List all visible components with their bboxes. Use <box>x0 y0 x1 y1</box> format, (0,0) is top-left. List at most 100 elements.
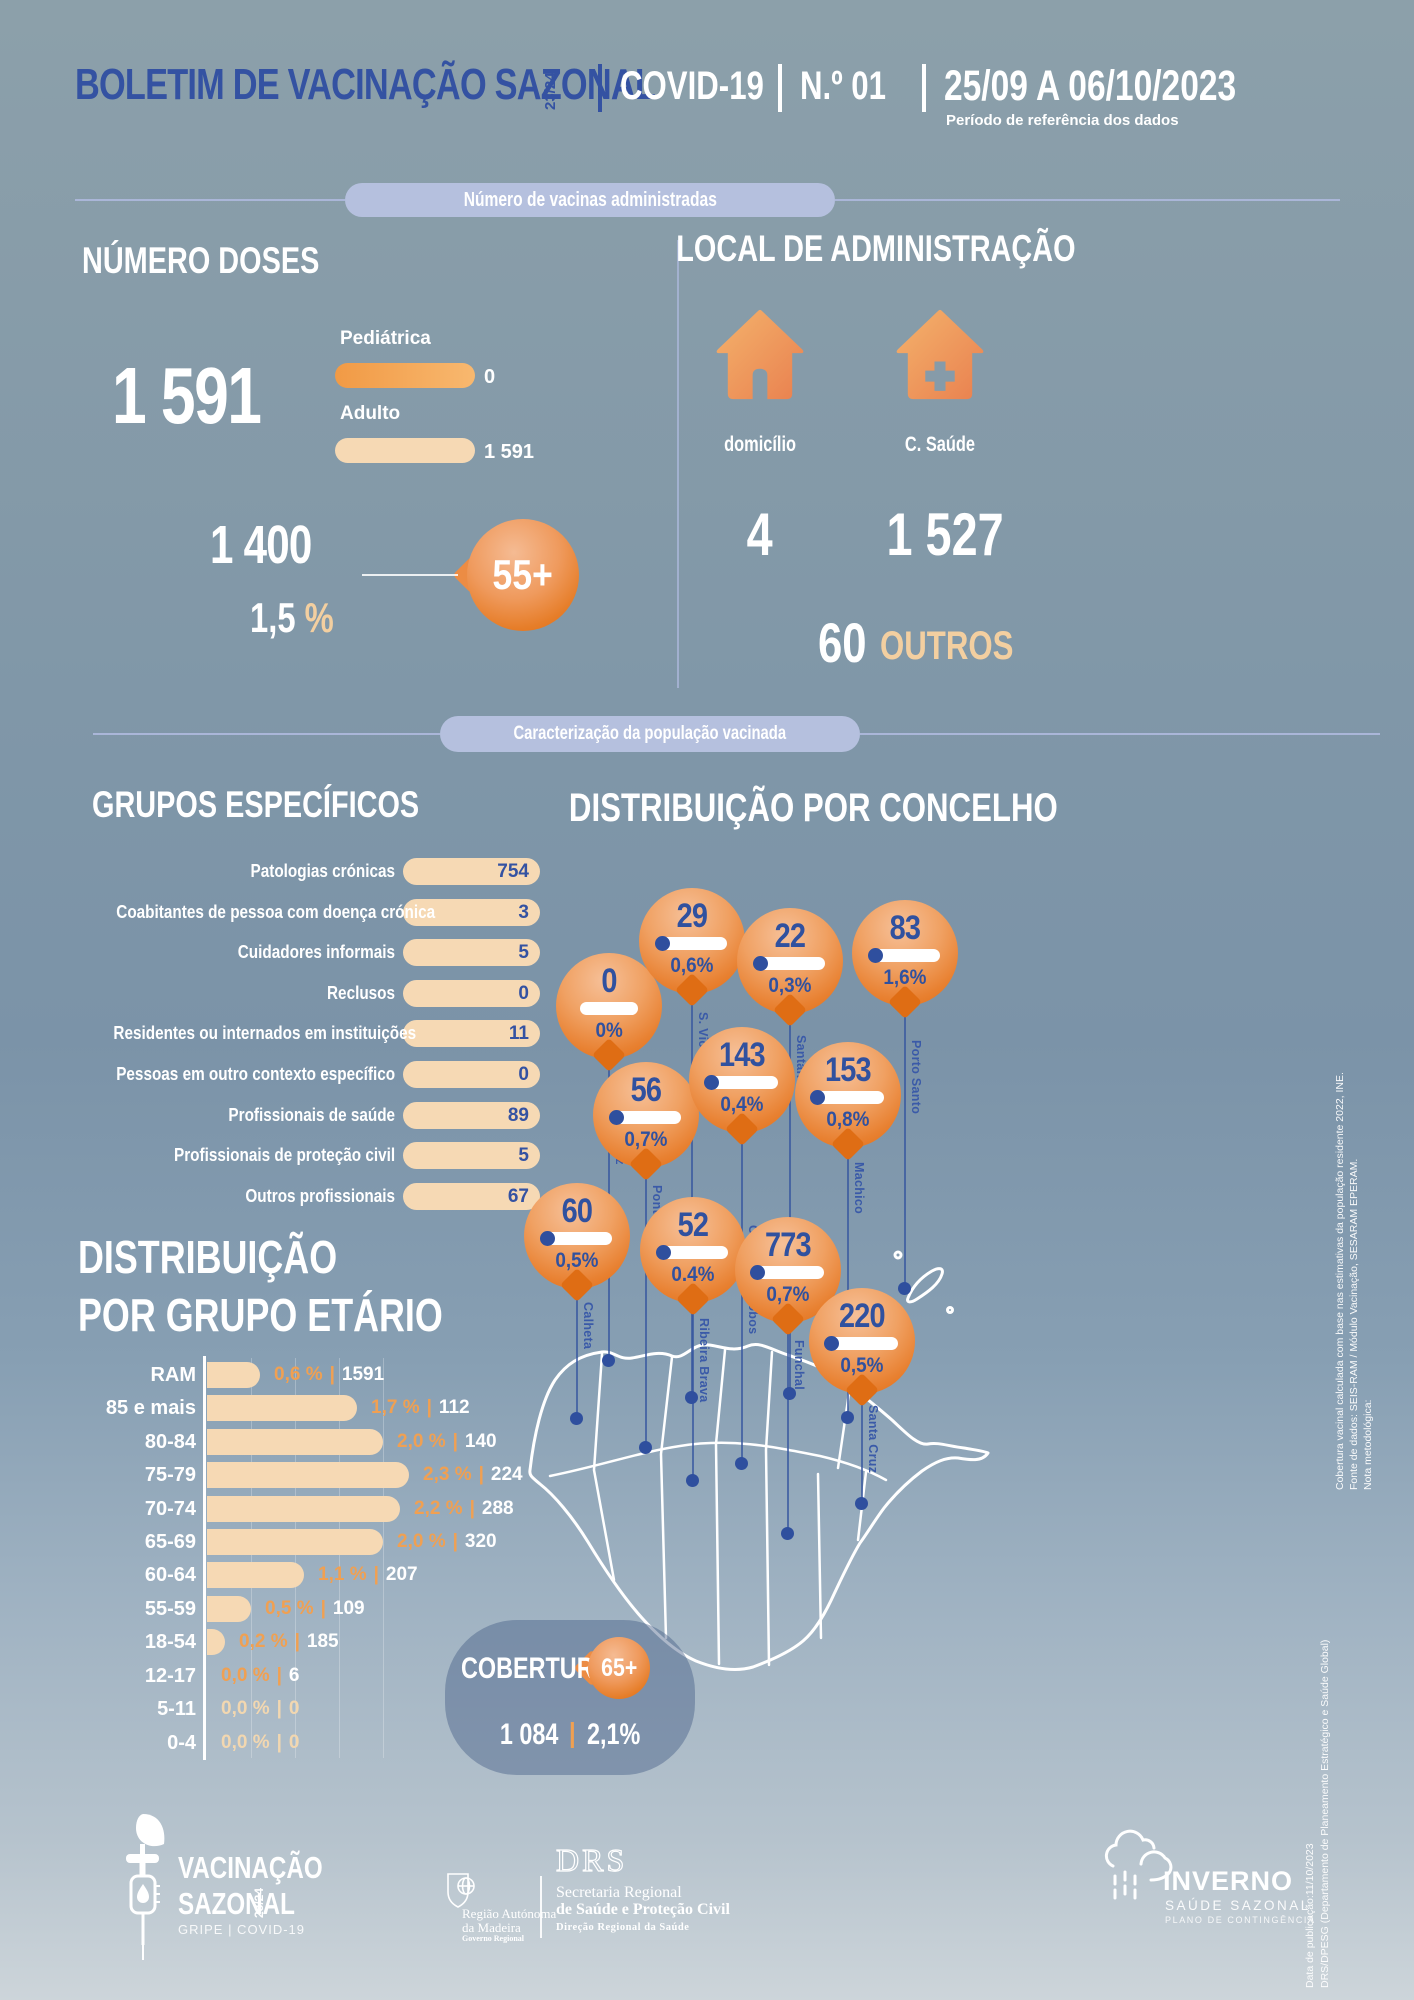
drop-line <box>787 1329 789 1533</box>
concelho-pct: 0,4% <box>720 1093 764 1116</box>
age-bar <box>207 1496 400 1522</box>
campaign-title-line1: VACINAÇÃO <box>178 1850 323 1885</box>
age55-badge: 55+ <box>467 519 579 631</box>
age-row: 70-74 2,2 % | 288 <box>60 1496 514 1522</box>
grupo-row: Pessoas em outro contexto específico 0 <box>60 1061 540 1088</box>
concelho-pct: 0% <box>595 1019 623 1042</box>
grupo-value: 754 <box>403 858 540 885</box>
age-row: 85 e mais 1,7 % | 112 <box>60 1395 470 1421</box>
age-label: 60-64 <box>144 1563 196 1586</box>
drs-line1: Secretaria Regional <box>556 1884 682 1901</box>
municipality-label: Ribeira Brava <box>697 1318 711 1403</box>
drop-line <box>861 1400 863 1503</box>
pill1-line-right <box>835 199 1340 201</box>
pediatric-label: Pediátrica <box>340 328 431 349</box>
local-title: LOCAL DE ADMINISTRAÇÃO <box>676 228 1076 269</box>
adult-value: 1 591 <box>484 441 535 463</box>
municipality-label: Santa Cruz <box>866 1405 880 1474</box>
cobertura-pct: 2,1% <box>586 1718 641 1751</box>
concelho-pct: 0,3% <box>768 974 812 997</box>
grupo-label: Coabitantes de pessoa com doença crónica <box>116 902 436 922</box>
age-bar <box>207 1462 409 1488</box>
grupos-title: GRUPOS ESPECÍFICOS <box>92 784 420 825</box>
column-divider <box>677 240 679 688</box>
pill2-line-right <box>860 733 1380 735</box>
grupo-value: 11 <box>403 1020 540 1047</box>
chart-gridline <box>339 1358 340 1758</box>
age-values: 0,0 % | 0 <box>221 1732 300 1753</box>
concelho-pct: 0,8% <box>826 1108 870 1131</box>
drs-line2: de Saúde e Proteção Civil <box>556 1901 730 1918</box>
map-dot <box>686 1474 699 1487</box>
concelho-value: 83 <box>889 909 921 947</box>
grupo-value: 5 <box>403 1142 540 1169</box>
age-values: 2,3 % | 224 <box>423 1464 523 1485</box>
age-values: 1,7 % | 112 <box>371 1397 470 1418</box>
map-dot <box>898 1282 911 1295</box>
concelho-balloon: 773 0,7% <box>735 1217 841 1323</box>
gauge-dot <box>868 948 883 963</box>
concelho-pct: 0,7% <box>624 1128 668 1151</box>
center-value: 1 527 <box>886 501 1004 568</box>
age-label: 85 e mais <box>105 1396 196 1419</box>
concelho-balloon: 143 0,4% <box>689 1027 795 1133</box>
drop-line <box>847 1154 849 1417</box>
ram-name-line1: Região Autónoma <box>462 1906 557 1921</box>
grupo-row: Reclusos 0 <box>60 980 540 1007</box>
drop-line <box>904 1012 906 1288</box>
grupo-row: Patologias crónicas 754 <box>60 858 540 885</box>
header-separator-blue <box>598 64 602 112</box>
grupo-label: Pessoas em outro contexto específico <box>116 1064 395 1084</box>
age-row: 75-79 2,3 % | 224 <box>60 1462 523 1488</box>
reference-period: 25/09 A 06/10/2023 <box>944 62 1237 110</box>
vaccine-syringe-icon <box>126 1814 165 1960</box>
header-separator-white <box>778 64 782 112</box>
section-pill-administered: Número de vacinas administradas <box>345 183 835 217</box>
grupo-row: Residentes ou internados em instituições… <box>60 1020 540 1047</box>
age-row: 5-11 0,0 % | 0 <box>60 1696 299 1722</box>
drop-line <box>789 1020 791 1393</box>
pediatric-bar <box>335 363 475 388</box>
home-icon <box>716 309 804 400</box>
age-label: 75-79 <box>144 1463 196 1486</box>
outros-label: OUTROS <box>880 624 1014 668</box>
grupo-label: Outros profissionais <box>245 1186 395 1206</box>
age-row: 80-84 2,0 % | 140 <box>60 1429 497 1455</box>
age-label: 65-69 <box>144 1530 196 1553</box>
publication-date-note: Data de publicação:11/10/2023 <box>1304 1843 1316 1988</box>
concelho-value: 29 <box>676 897 708 935</box>
concelho-value: 60 <box>561 1192 593 1230</box>
center-label: C. Saúde <box>904 433 976 456</box>
home-label: domicílio <box>724 433 796 456</box>
gauge-dot <box>824 1336 839 1351</box>
grupo-row: Profissionais de saúde 89 <box>60 1102 540 1129</box>
ram-name-line2: da Madeira <box>462 1920 521 1935</box>
concelho-pct: 0,5% <box>840 1354 884 1377</box>
concelho-value: 22 <box>774 917 806 955</box>
age-values: 0,0 % | 6 <box>221 1665 300 1686</box>
grupo-label: Reclusos <box>326 983 395 1003</box>
pill2-line-left <box>93 733 440 735</box>
concelho-value: 143 <box>719 1036 766 1074</box>
concelho-value: 56 <box>630 1071 662 1109</box>
age-values: 2,2 % | 288 <box>414 1498 514 1519</box>
ram-crest-icon <box>447 1873 475 1908</box>
age-row: 55-59 0,5 % | 109 <box>60 1596 365 1622</box>
concelho-balloon: 56 0,7% <box>593 1062 699 1168</box>
age-label: 18-54 <box>144 1630 196 1653</box>
gauge-bar <box>753 956 825 971</box>
age-row: 0-4 0,0 % | 0 <box>60 1730 300 1756</box>
map-dot <box>841 1411 854 1424</box>
age-row: 12-17 0,0 % | 6 <box>60 1663 300 1689</box>
age55-count: 1 400 <box>210 515 312 575</box>
age55-badge-label: 55+ <box>492 551 554 598</box>
map-dot <box>855 1497 868 1510</box>
age-label: 12-17 <box>144 1664 196 1687</box>
age-bar <box>207 1529 383 1555</box>
age-bar <box>207 1562 304 1588</box>
age-bar <box>207 1429 383 1455</box>
pediatric-value: 0 <box>484 366 496 388</box>
cobertura-values: 1 084 2,1% <box>445 1718 695 1752</box>
chart-gridline <box>383 1358 384 1758</box>
gauge-bar <box>704 1075 778 1090</box>
